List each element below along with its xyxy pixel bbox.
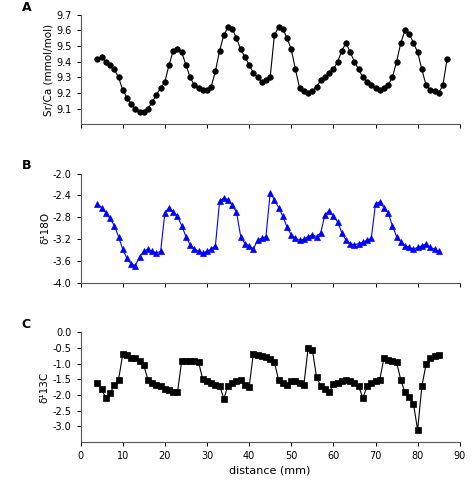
X-axis label: distance (mm): distance (mm) <box>229 465 311 475</box>
Text: C: C <box>22 318 31 331</box>
Y-axis label: Sr/Ca (mmol/mol): Sr/Ca (mmol/mol) <box>44 24 54 115</box>
Y-axis label: δ¹13C: δ¹13C <box>40 372 50 403</box>
Y-axis label: δ¹18O: δ¹18O <box>40 212 50 245</box>
Text: A: A <box>22 0 31 14</box>
Text: B: B <box>22 160 31 172</box>
